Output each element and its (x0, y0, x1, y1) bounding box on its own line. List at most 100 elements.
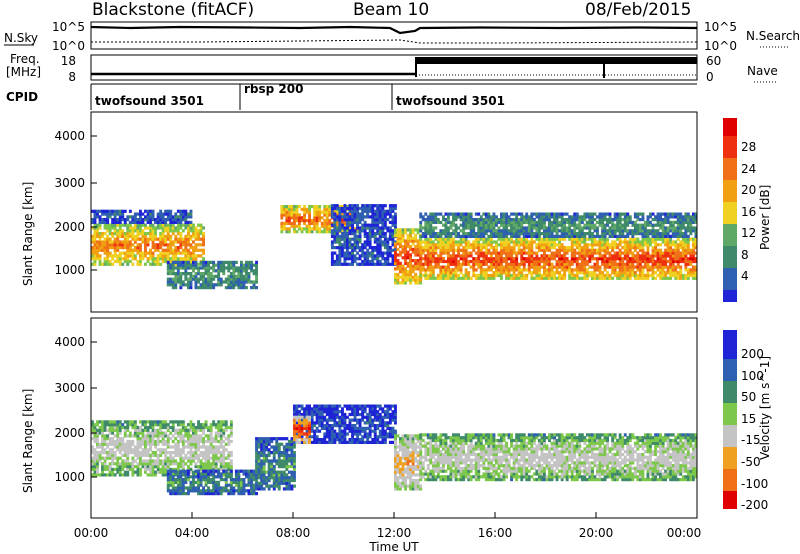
power-cell (154, 257, 157, 261)
velocity-cell (189, 442, 193, 446)
power-cell (603, 259, 607, 264)
power-cell (343, 232, 347, 236)
power-cell (565, 246, 569, 250)
power-cell (550, 271, 554, 275)
power-cell (194, 257, 198, 261)
velocity-cell (154, 439, 157, 444)
power-cell (341, 243, 344, 247)
power-cell (136, 226, 140, 230)
power-cell (333, 262, 337, 266)
power-cell (232, 263, 236, 267)
power-cell (98, 209, 102, 213)
power-cell (404, 245, 407, 249)
power-cell (103, 262, 107, 266)
power-cell (409, 247, 412, 251)
velocity-cell (108, 420, 112, 424)
power-cell (308, 210, 311, 214)
velocity-cell (176, 473, 180, 477)
power-cell (575, 265, 579, 269)
power-cell (449, 232, 453, 236)
power-cell (606, 248, 609, 252)
power-cell (416, 242, 420, 246)
power-cell (181, 283, 185, 287)
power-cell (404, 261, 407, 265)
power-cell (103, 243, 107, 247)
power-cell (156, 223, 160, 227)
power-cell (477, 243, 481, 247)
power-cell (532, 234, 536, 238)
power-cell (482, 218, 486, 222)
power-cell (676, 223, 680, 227)
power-cell (204, 272, 208, 276)
power-cell (315, 219, 319, 223)
power-cell (686, 271, 690, 275)
power-cell (512, 240, 516, 244)
power-cell (502, 240, 506, 244)
power-cell (598, 276, 602, 280)
power-cell (525, 234, 529, 238)
power-cell (585, 246, 589, 250)
power-cell (164, 254, 168, 258)
power-cell (601, 212, 604, 216)
power-cell (343, 212, 347, 216)
power-cell (462, 276, 466, 280)
power-cell (484, 257, 488, 261)
velocity-cell (98, 456, 102, 460)
power-cell (558, 265, 561, 269)
power-cell (510, 248, 513, 252)
power-cell (123, 246, 127, 250)
velocity-cell (181, 451, 185, 455)
power-cell (623, 223, 627, 227)
velocity-cell (217, 420, 221, 424)
power-cell (495, 232, 498, 236)
power-cell (399, 250, 402, 254)
power-cell (348, 251, 352, 255)
power-cell (550, 232, 554, 236)
power-cell (199, 274, 203, 278)
velocity-cell (204, 439, 208, 444)
power-cell (666, 276, 670, 280)
power-cell (522, 273, 526, 278)
power-cell (606, 240, 609, 244)
power-cell (606, 257, 609, 261)
power-cell (305, 207, 309, 211)
power-cell (679, 218, 683, 222)
power-cell (217, 269, 221, 273)
power-cell (290, 205, 294, 209)
power-cell (520, 243, 524, 247)
power-cell (497, 220, 501, 224)
power-cell (482, 237, 486, 241)
power-cell (189, 283, 193, 287)
power-cell (601, 226, 604, 230)
power-cell (383, 226, 387, 230)
power-cell (469, 243, 473, 247)
power-cell (376, 226, 380, 230)
power-cell (429, 257, 433, 261)
power-cell (674, 246, 678, 250)
power-cell (457, 243, 460, 247)
velocity-cell (171, 475, 175, 479)
power-cell (558, 262, 561, 266)
velocity-cell (146, 451, 150, 455)
power-cell (444, 268, 448, 272)
power-cell (535, 237, 539, 241)
power-cell (646, 276, 650, 280)
power-cell (431, 226, 435, 230)
power-cell (512, 276, 516, 280)
power-cell (505, 273, 508, 278)
power-cell (444, 234, 448, 238)
velocity-cell (176, 445, 180, 449)
power-cell (676, 273, 680, 278)
power-cell (583, 226, 587, 230)
velocity-cell (176, 451, 180, 455)
power-cell (520, 251, 524, 255)
power-cell (487, 212, 491, 216)
velocity-cell (128, 465, 132, 469)
velocity-cell (146, 425, 150, 430)
power-cell (298, 205, 301, 209)
velocity-cell (217, 431, 221, 435)
power-cell (348, 240, 352, 244)
power-cell (121, 246, 125, 250)
power-cell (638, 243, 642, 247)
power-cell (679, 234, 683, 238)
